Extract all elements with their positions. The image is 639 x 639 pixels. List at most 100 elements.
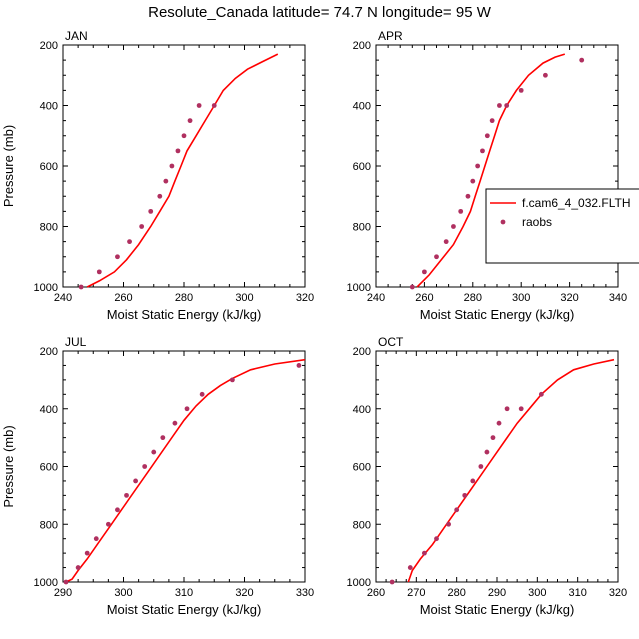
x-tick-label: 340 (609, 292, 627, 304)
x-tick-label: 300 (114, 587, 132, 599)
raobs-point (151, 449, 157, 455)
raobs-point (169, 163, 175, 169)
raobs-point (422, 550, 427, 556)
x-tick-label: 320 (296, 292, 314, 304)
raobs-point (504, 103, 510, 108)
x-tick-label: 320 (560, 292, 578, 304)
raobs-point (484, 133, 490, 139)
x-axis-label: Moist Static Energy (kJ/kg) (107, 307, 262, 322)
raobs-point (538, 391, 544, 397)
raobs-point (199, 391, 205, 397)
raobs-point (389, 579, 395, 585)
raobs-point (172, 420, 178, 426)
raobs-point (496, 420, 502, 426)
raobs-point (489, 118, 495, 124)
plot-frame (62, 44, 306, 288)
x-tick-label: 320 (609, 587, 627, 599)
raobs-point (124, 492, 129, 498)
raobs-point (518, 87, 524, 93)
raobs-point (78, 284, 84, 290)
panel-label: OCT (378, 335, 404, 349)
raobs-point (175, 148, 181, 154)
raobs-point (127, 239, 132, 245)
raobs-point (211, 103, 217, 108)
x-tick-label: 260 (114, 292, 132, 304)
figure-title: Resolute_Canada latitude= 74.7 N longitu… (148, 4, 492, 21)
x-tick-label: 280 (464, 292, 482, 304)
raobs-point (451, 224, 456, 229)
x-tick-label: 330 (296, 587, 314, 599)
raobs-point (434, 254, 439, 260)
y-tick-label: 200 (353, 40, 371, 52)
x-tick-label: 260 (367, 587, 385, 599)
raobs-point (497, 103, 502, 108)
model-line (86, 53, 279, 288)
y-tick-label: 600 (40, 462, 58, 474)
y-axis-label: Pressure (mb) (1, 125, 16, 207)
plot-frame (62, 350, 306, 583)
raobs-point (422, 269, 427, 275)
raobs-point (196, 103, 202, 108)
raobs-point (163, 178, 169, 184)
raobs-point (470, 478, 476, 484)
y-tick-label: 1000 (34, 282, 58, 294)
x-tick-label: 290 (54, 587, 72, 599)
x-tick-label: 310 (568, 587, 586, 599)
raobs-point (133, 478, 139, 484)
raobs-point (187, 118, 193, 124)
raobs-point (579, 57, 585, 63)
x-tick-label: 300 (512, 292, 530, 304)
y-tick-label: 1000 (34, 577, 58, 589)
y-tick-label: 600 (353, 161, 371, 173)
legend-box (485, 188, 639, 264)
x-tick-label: 290 (488, 587, 506, 599)
raobs-point (142, 464, 148, 469)
raobs-point (434, 536, 439, 542)
raobs-point (75, 565, 81, 570)
raobs-point (478, 464, 484, 469)
x-tick-label: 310 (175, 587, 193, 599)
y-tick-label: 1000 (347, 282, 371, 294)
x-tick-label: 260 (415, 292, 433, 304)
raobs-point (458, 208, 464, 214)
x-axis-label: Moist Static Energy (kJ/kg) (420, 307, 575, 322)
y-tick-label: 600 (353, 462, 371, 474)
x-tick-label: 270 (407, 587, 425, 599)
panel-label: APR (378, 29, 403, 43)
raobs-point (84, 550, 90, 556)
model-line (407, 358, 615, 583)
plot-frame (375, 350, 619, 583)
y-tick-label: 1000 (347, 577, 371, 589)
y-tick-label: 400 (353, 101, 371, 113)
y-tick-label: 800 (40, 519, 58, 531)
raobs-point (470, 178, 476, 184)
raobs-point (462, 492, 468, 498)
x-tick-label: 300 (528, 587, 546, 599)
raobs-point (407, 565, 413, 570)
x-axis-label: Moist Static Energy (kJ/kg) (420, 602, 575, 617)
raobs-point (184, 406, 190, 412)
raobs-point (518, 406, 524, 412)
raobs-point (446, 521, 451, 527)
raobs-point (139, 224, 145, 229)
raobs-point (454, 507, 460, 513)
raobs-point (160, 435, 166, 441)
legend-raobs-label: raobs (522, 215, 552, 229)
raobs-point (296, 363, 302, 368)
raobs-point (157, 193, 163, 199)
y-tick-label: 200 (353, 346, 371, 358)
raobs-point (181, 133, 187, 139)
x-tick-label: 280 (175, 292, 193, 304)
x-tick-label: 240 (367, 292, 385, 304)
x-tick-label: 280 (447, 587, 465, 599)
panel-label: JAN (65, 29, 88, 43)
raobs-point (148, 208, 154, 214)
raobs-point (115, 254, 120, 260)
y-tick-label: 800 (353, 222, 371, 234)
raobs-point (63, 579, 69, 585)
